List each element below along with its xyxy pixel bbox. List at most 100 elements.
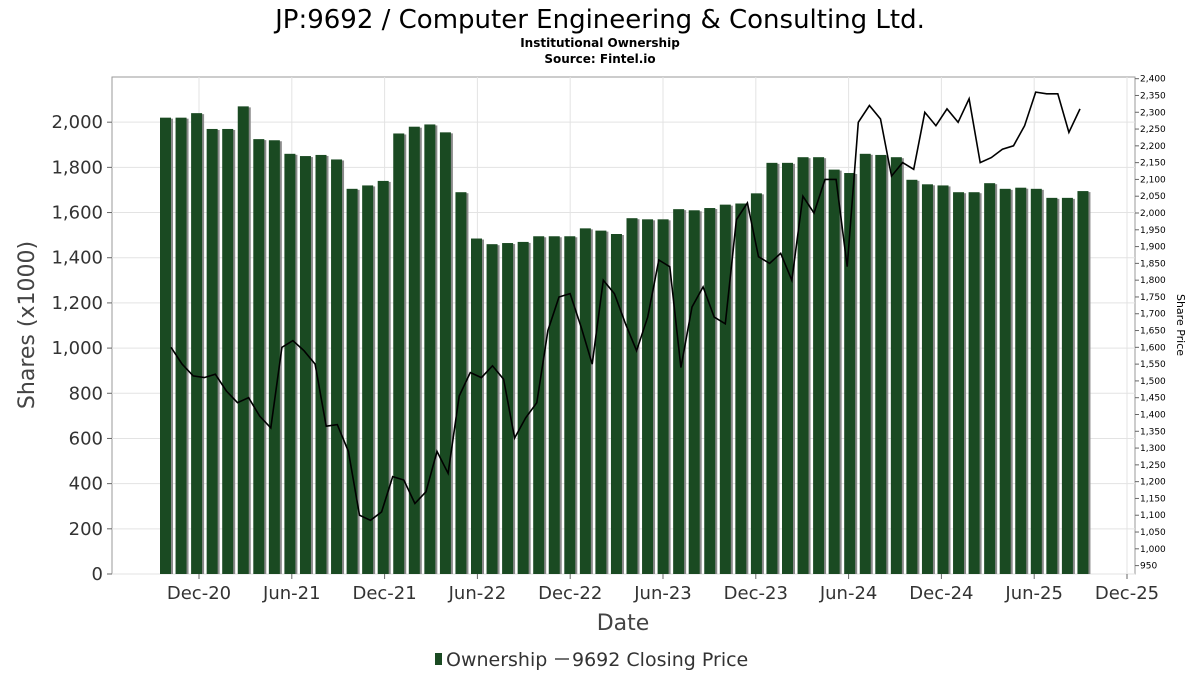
x-tick-label: Dec-20 bbox=[167, 583, 231, 604]
x-tick-label: Jun-24 bbox=[819, 583, 878, 604]
ownership-bar bbox=[206, 128, 218, 574]
ownership-bar bbox=[642, 219, 654, 574]
ownership-bar bbox=[937, 185, 949, 574]
legend-ownership: Ownership bbox=[446, 649, 547, 671]
y2-tick-label: 1,950 bbox=[1140, 226, 1166, 236]
ownership-bar bbox=[160, 117, 171, 574]
ownership-bar bbox=[766, 162, 778, 574]
y2-tick-label: 1,750 bbox=[1140, 293, 1166, 303]
ownership-bar bbox=[315, 154, 327, 574]
ownership-bar bbox=[688, 210, 700, 574]
y2-tick-label: 1,800 bbox=[1140, 276, 1166, 286]
y-tick-label: 200 bbox=[69, 519, 103, 540]
x-tick-label: Dec-21 bbox=[352, 583, 416, 604]
ownership-bars bbox=[160, 106, 1091, 575]
ownership-bar bbox=[735, 203, 747, 574]
ownership-bar bbox=[610, 234, 622, 574]
y-tick-label: 1,000 bbox=[51, 338, 103, 359]
ownership-bar bbox=[237, 106, 249, 575]
ownership-bar bbox=[533, 236, 545, 574]
y2-tick-label: 2,150 bbox=[1140, 159, 1166, 169]
legend: Ownership 9692 Closing Price bbox=[435, 649, 748, 671]
ownership-bar bbox=[673, 209, 685, 575]
ownership-bar bbox=[331, 159, 343, 574]
y2-tick-label: 1,650 bbox=[1140, 327, 1166, 337]
y2-tick-label: 1,450 bbox=[1140, 394, 1166, 404]
ownership-bar bbox=[828, 169, 840, 574]
y2-tick-label: 2,250 bbox=[1140, 125, 1166, 135]
ownership-bar bbox=[1077, 191, 1089, 574]
y2-axis-label: Share Price bbox=[1174, 294, 1187, 356]
ownership-bar bbox=[875, 154, 887, 574]
ownership-bar bbox=[1030, 188, 1042, 574]
ownership-bar bbox=[362, 185, 374, 574]
x-tick-label: Jun-21 bbox=[262, 583, 321, 604]
ownership-bar bbox=[299, 156, 311, 574]
x-tick-label: Dec-22 bbox=[538, 583, 602, 604]
y2-tick-label: 1,850 bbox=[1140, 259, 1166, 269]
ownership-bar bbox=[999, 188, 1011, 574]
y2-tick-label: 2,350 bbox=[1140, 91, 1166, 101]
ownership-bar bbox=[626, 218, 638, 574]
ownership-bar bbox=[455, 192, 467, 575]
y2-axis: 950 1,000 1,050 1,100 1,150 1,200 1,250 1,300 1,… bbox=[1135, 75, 1166, 572]
x-tick-label: Jun-22 bbox=[448, 583, 507, 604]
y2-tick-label: 1,150 bbox=[1140, 494, 1166, 504]
y2-tick-label: 1,250 bbox=[1140, 461, 1166, 471]
y2-tick-label: 1,350 bbox=[1140, 427, 1166, 437]
x-tick-label: Jun-23 bbox=[633, 583, 692, 604]
y-tick-label: 1,800 bbox=[51, 157, 103, 178]
x-axis-label: Date bbox=[597, 611, 650, 636]
y-tick-label: 400 bbox=[69, 474, 103, 495]
y2-tick-label: 1,300 bbox=[1140, 444, 1166, 454]
ownership-bar bbox=[222, 128, 234, 574]
y-axis-label: Shares (x1000) bbox=[15, 241, 40, 409]
ownership-bar bbox=[797, 157, 809, 574]
ownership-bar bbox=[393, 133, 405, 574]
legend-swatch-ownership bbox=[435, 653, 442, 665]
ownership-bar bbox=[595, 230, 607, 575]
ownership-bar bbox=[813, 157, 825, 574]
y2-tick-label: 1,700 bbox=[1140, 310, 1166, 320]
y-tick-label: 800 bbox=[69, 383, 103, 404]
y2-tick-label: 1,200 bbox=[1140, 478, 1166, 488]
ownership-bar bbox=[657, 219, 669, 574]
y2-tick-label: 2,300 bbox=[1140, 108, 1166, 118]
ownership-bar bbox=[517, 241, 529, 574]
ownership-bar bbox=[719, 204, 731, 574]
ownership-bar bbox=[502, 243, 514, 574]
ownership-bar bbox=[486, 244, 498, 574]
ownership-bar bbox=[377, 180, 389, 574]
y2-tick-label: 1,400 bbox=[1140, 410, 1166, 420]
x-tick-label: Dec-25 bbox=[1095, 583, 1159, 604]
y2-tick-label: 2,100 bbox=[1140, 175, 1166, 185]
legend-price: 9692 Closing Price bbox=[572, 649, 748, 671]
y-tick-label: 1,600 bbox=[51, 203, 103, 224]
ownership-bar bbox=[175, 117, 187, 574]
ownership-bar bbox=[1061, 197, 1073, 574]
x-tick-label: Dec-23 bbox=[724, 583, 788, 604]
ownership-bar bbox=[424, 124, 436, 574]
y2-tick-label: 1,050 bbox=[1140, 528, 1166, 538]
ownership-bar bbox=[968, 192, 980, 575]
ownership-bar bbox=[408, 126, 420, 574]
y-tick-label: 0 bbox=[92, 564, 103, 585]
y-tick-label: 600 bbox=[69, 428, 103, 449]
ownership-bar bbox=[191, 113, 203, 575]
y2-tick-label: 1,550 bbox=[1140, 360, 1166, 370]
ownership-bar bbox=[782, 162, 793, 574]
ownership-bar bbox=[268, 140, 280, 574]
y2-tick-label: 2,200 bbox=[1140, 142, 1166, 152]
y-axis: 0 200 400 600 800 1,000 1,200 1,400 1,600 1,800 2,… bbox=[51, 112, 112, 585]
ownership-bar bbox=[921, 184, 933, 574]
y-tick-label: 2,000 bbox=[51, 112, 103, 133]
y2-tick-label: 1,600 bbox=[1140, 343, 1166, 353]
y2-tick-label: 1,900 bbox=[1140, 243, 1166, 253]
y2-tick-label: 1,500 bbox=[1140, 377, 1166, 387]
x-axis: Dec-20 Jun-21 Dec-21 Jun-22 Dec-22 Jun-23 Dec-… bbox=[167, 574, 1159, 604]
chart-subtitle: Institutional Ownership bbox=[520, 36, 680, 50]
y-tick-label: 1,400 bbox=[51, 248, 103, 269]
chart-title: JP:9692 / Computer Engineering & Consult… bbox=[273, 5, 925, 35]
ownership-bar bbox=[750, 193, 762, 574]
